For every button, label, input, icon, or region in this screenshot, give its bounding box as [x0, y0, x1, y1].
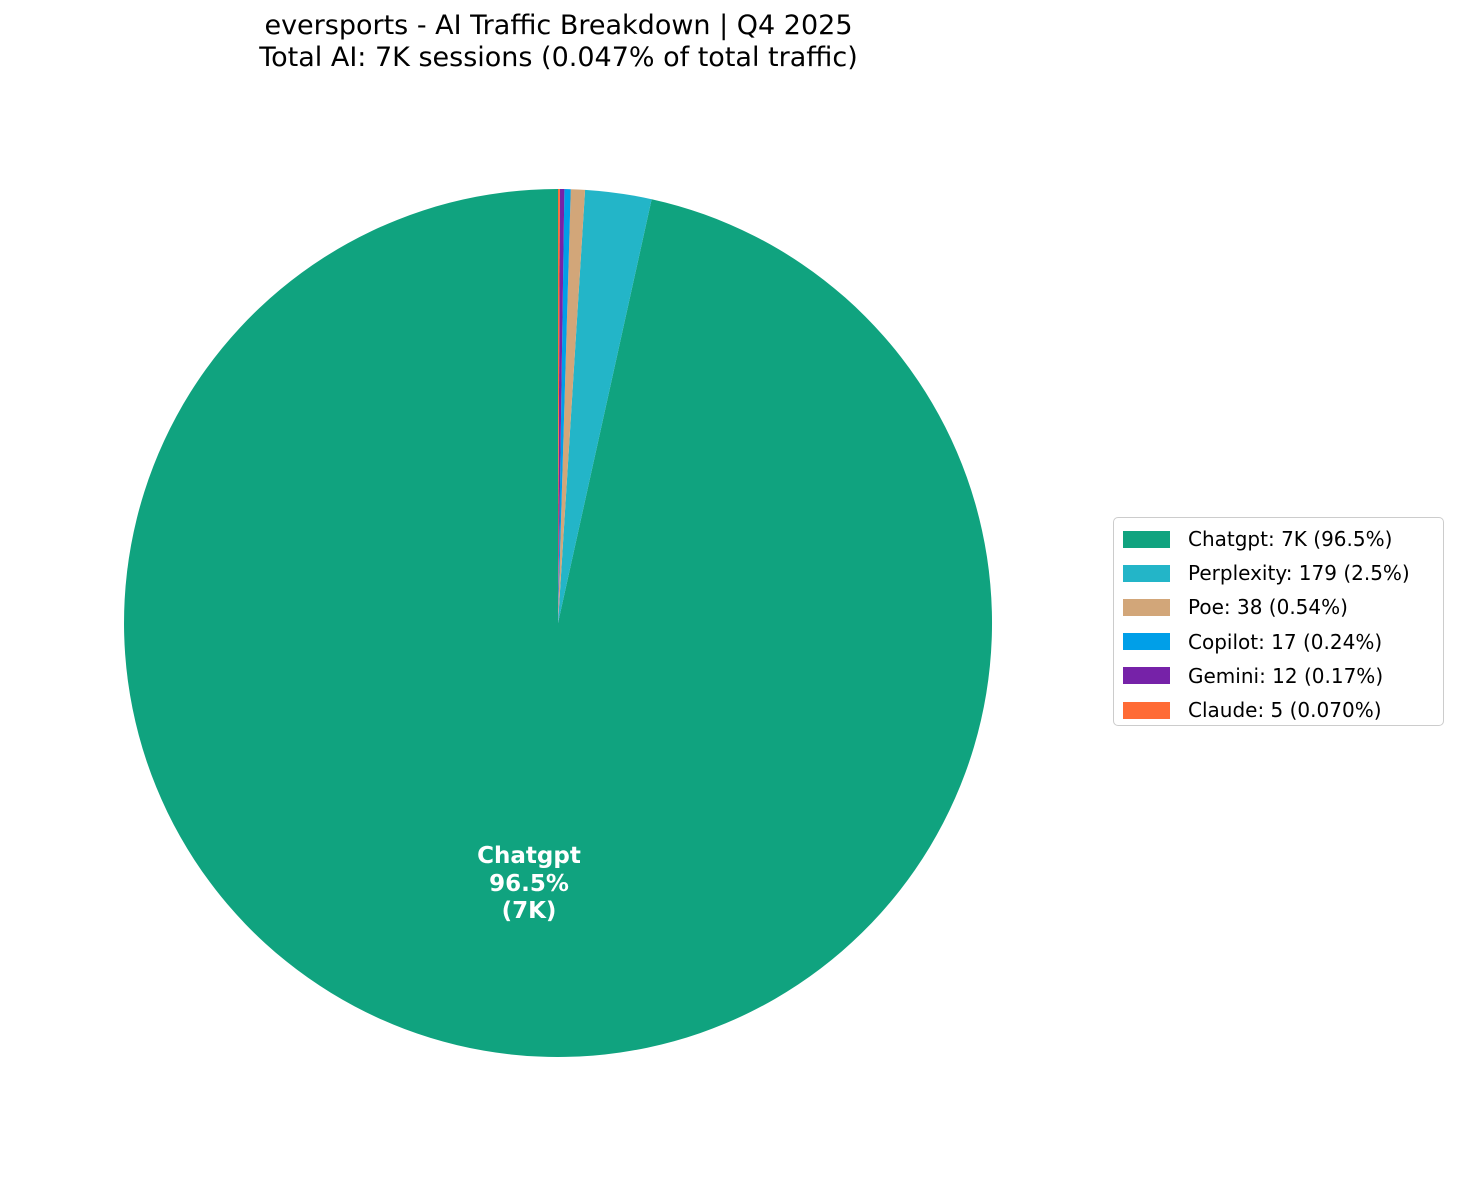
- legend-item: Poe: 38 (0.54%): [1114, 590, 1443, 624]
- legend-swatch-copilot: [1123, 633, 1170, 651]
- pie-slice-claude: [558, 188, 560, 623]
- legend-swatch-gemini: [1123, 667, 1170, 685]
- legend-item: Gemini: 12 (0.17%): [1114, 659, 1443, 693]
- legend-item: Perplexity: 179 (2.5%): [1114, 556, 1443, 590]
- chart-title-line2: Total AI: 7K sessions (0.047% of total t…: [259, 42, 858, 73]
- chart-title-line1: eversports - AI Traffic Breakdown | Q4 2…: [264, 10, 853, 41]
- legend-label-claude: Claude: 5 (0.070%): [1188, 698, 1382, 723]
- pie-slice-perplexity: [558, 189, 652, 623]
- chart-title: eversports - AI Traffic Breakdown | Q4 2…: [0, 10, 1117, 74]
- legend-item: Chatgpt: 7K (96.5%): [1114, 522, 1443, 556]
- legend-swatch-claude: [1123, 701, 1170, 719]
- pie-slice-gemini: [558, 189, 565, 623]
- legend-label-poe: Poe: 38 (0.54%): [1188, 595, 1348, 620]
- pie-slice-copilot: [558, 189, 571, 624]
- legend-label-gemini: Gemini: 12 (0.17%): [1188, 663, 1384, 688]
- pie-slice-poe: [558, 189, 586, 623]
- legend-item: Claude: 5 (0.070%): [1114, 693, 1443, 727]
- legend-label-chatgpt: Chatgpt: 7K (96.5%): [1188, 527, 1393, 552]
- legend-swatch-poe: [1123, 598, 1170, 616]
- legend-swatch-chatgpt: [1123, 530, 1170, 548]
- legend-item: Copilot: 17 (0.24%): [1114, 625, 1443, 659]
- slice-label-name: Chatgpt: [477, 843, 581, 869]
- legend-label-perplexity: Perplexity: 179 (2.5%): [1188, 561, 1410, 586]
- pie-slice-chatgpt: [124, 189, 993, 1057]
- slice-label-value: (7K): [501, 898, 557, 924]
- legend-label-copilot: Copilot: 17 (0.24%): [1188, 629, 1383, 654]
- slice-label-percent: 96.5%: [489, 870, 569, 897]
- legend: Chatgpt: 7K (96.5%) Perplexity: 179 (2.5…: [1113, 517, 1444, 726]
- pie-slice-label-chatgpt: Chatgpt 96.5% (7K): [419, 843, 639, 926]
- legend-swatch-perplexity: [1123, 564, 1170, 582]
